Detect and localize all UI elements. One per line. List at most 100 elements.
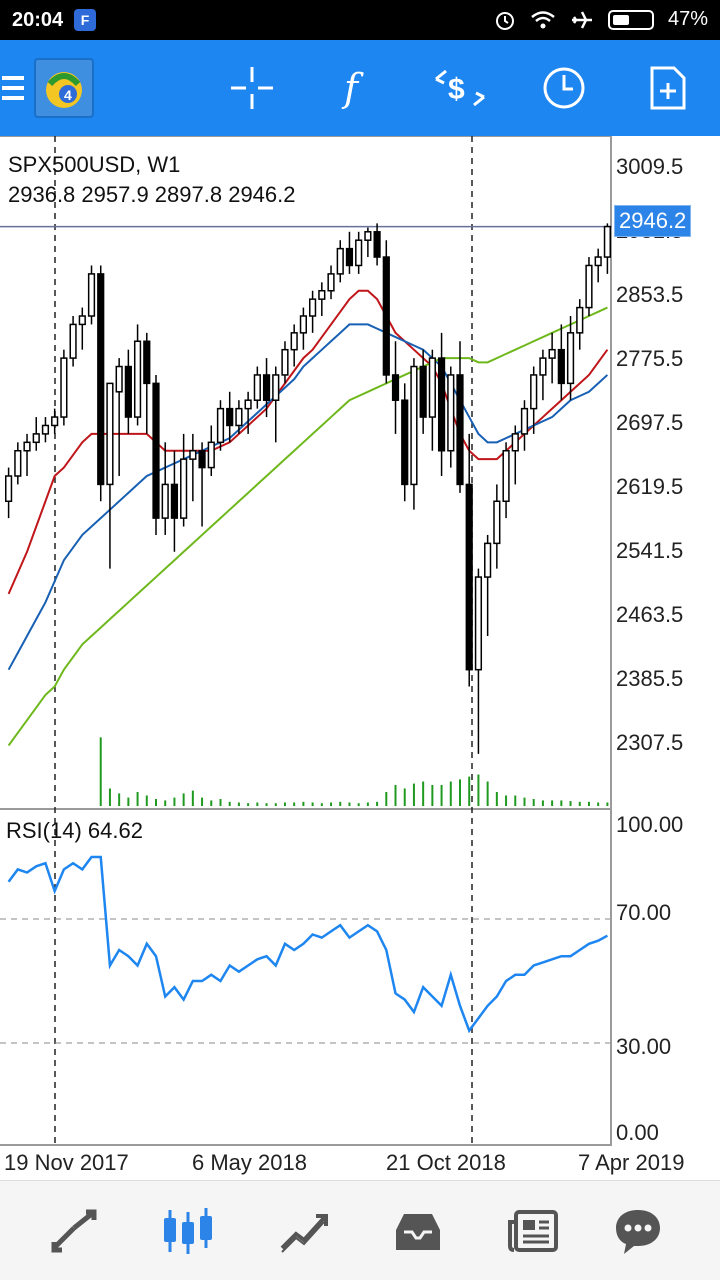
svg-text:4: 4 xyxy=(64,87,72,103)
chart-area[interactable]: SPX500USD, W1 2936.8 2957.9 2897.8 2946.… xyxy=(0,136,720,1180)
chat-tab-icon[interactable] xyxy=(606,1201,670,1261)
price-axis-label: 2853.5 xyxy=(616,282,684,307)
history-tab-icon[interactable] xyxy=(386,1201,450,1261)
trade-tab-icon[interactable] xyxy=(272,1201,336,1261)
bull-candle xyxy=(585,264,593,309)
bull-candle xyxy=(253,374,261,401)
status-time: 20:04 xyxy=(12,9,64,31)
bull-candle xyxy=(336,247,344,275)
bull-candle xyxy=(189,449,197,460)
bull-candle xyxy=(299,315,307,334)
time-axis-label: 7 Apr 2019 xyxy=(578,1150,685,1175)
time-axis-label: 21 Oct 2018 xyxy=(386,1150,506,1175)
bull-candle xyxy=(594,256,602,267)
subwindow-separator xyxy=(0,808,612,810)
indicators-icon[interactable]: f xyxy=(324,58,388,118)
bear-candle xyxy=(401,399,409,486)
bull-candle xyxy=(493,500,501,545)
bear-candle xyxy=(373,231,381,258)
bull-candle xyxy=(5,475,13,503)
rsi-axis-label: 0.00 xyxy=(616,1120,659,1145)
bull-candle xyxy=(115,365,123,393)
bull-candle xyxy=(410,365,418,486)
bull-candle xyxy=(327,273,335,292)
bear-candle xyxy=(465,483,473,671)
app-notification-icon: F xyxy=(74,9,96,31)
bull-candle xyxy=(566,332,575,385)
price-axis-label: 2619.5 xyxy=(616,474,684,499)
alarm-icon xyxy=(495,11,514,30)
bull-candle xyxy=(235,407,243,427)
bull-candle xyxy=(60,357,68,418)
svg-text:f: f xyxy=(341,66,364,110)
bull-candle xyxy=(281,348,289,376)
chart-tab-icon[interactable] xyxy=(156,1201,220,1261)
bull-candle xyxy=(69,323,77,359)
bear-candle xyxy=(437,357,446,452)
price-axis-label: 2385.5 xyxy=(616,666,684,691)
bull-candle xyxy=(530,374,538,410)
rsi-axis-label: 30.00 xyxy=(616,1034,672,1059)
bull-candle xyxy=(180,458,188,519)
time-axis-label: 19 Nov 2017 xyxy=(4,1150,129,1175)
news-tab-icon[interactable] xyxy=(502,1201,566,1261)
bull-candle xyxy=(51,416,59,427)
bull-candle xyxy=(355,239,363,267)
status-right: 47% xyxy=(494,8,708,31)
top-toolbar: 4 f $ xyxy=(0,40,720,136)
bear-candle xyxy=(345,247,354,267)
menu-icon[interactable] xyxy=(0,58,26,118)
price-axis-border xyxy=(610,136,612,1146)
battery-icon xyxy=(607,9,654,30)
bull-candle xyxy=(133,340,142,418)
chart-canvas xyxy=(0,136,612,1144)
bull-candle xyxy=(502,449,510,503)
bull-candle xyxy=(161,483,169,519)
bull-candle xyxy=(78,315,86,326)
bear-candle xyxy=(262,374,271,401)
bear-candle xyxy=(124,365,132,418)
bull-candle xyxy=(41,424,50,435)
bull-candle xyxy=(87,273,96,317)
bull-candle xyxy=(272,374,280,401)
bull-candle xyxy=(539,357,547,376)
price-axis-label: 3009.5 xyxy=(616,154,684,179)
bull-candle xyxy=(484,542,492,578)
timeframe-icon[interactable] xyxy=(532,58,596,118)
rsi-axis-label: 70.00 xyxy=(616,900,672,925)
bull-candle xyxy=(474,576,483,671)
rsi-line xyxy=(7,855,608,1034)
price-axis-label: 2697.5 xyxy=(616,410,684,435)
bear-candle xyxy=(391,374,400,401)
rsi-title: RSI(14) 64.62 xyxy=(6,818,143,843)
chart-top-border xyxy=(0,136,612,137)
symbol-title: SPX500USD, W1 xyxy=(8,152,181,177)
rsi-axis-label: 100.00 xyxy=(616,812,684,837)
ohlc-values: 2936.8 2957.9 2897.8 2946.2 xyxy=(8,182,296,207)
bull-candle xyxy=(428,357,436,418)
bull-candle xyxy=(309,298,317,317)
price-axis-label: 2463.5 xyxy=(616,602,684,627)
price-axis-label: 2775.5 xyxy=(616,346,684,371)
bear-candle xyxy=(143,340,151,385)
metatrader-logo[interactable]: 4 xyxy=(34,58,94,118)
bull-candle xyxy=(216,407,225,444)
moving-average-line xyxy=(7,306,608,747)
bull-candle xyxy=(23,441,31,452)
bull-candle xyxy=(244,399,252,410)
bear-candle xyxy=(198,449,206,469)
crosshair-icon[interactable] xyxy=(220,58,284,118)
current-price-label: 2946.2 xyxy=(614,205,692,237)
bull-candle xyxy=(318,289,326,300)
bear-candle xyxy=(557,348,565,385)
new-order-icon[interactable] xyxy=(636,58,700,118)
status-bar: 20:04 F 47% xyxy=(0,0,720,40)
bear-candle xyxy=(97,273,105,486)
price-axis-label: 2541.5 xyxy=(616,538,684,563)
bull-candle xyxy=(207,441,215,469)
quotes-tab-icon[interactable] xyxy=(42,1201,106,1261)
bull-candle xyxy=(520,407,529,435)
bull-candle xyxy=(511,433,519,452)
bear-candle xyxy=(419,365,427,418)
trade-icon[interactable]: $ xyxy=(428,58,492,118)
